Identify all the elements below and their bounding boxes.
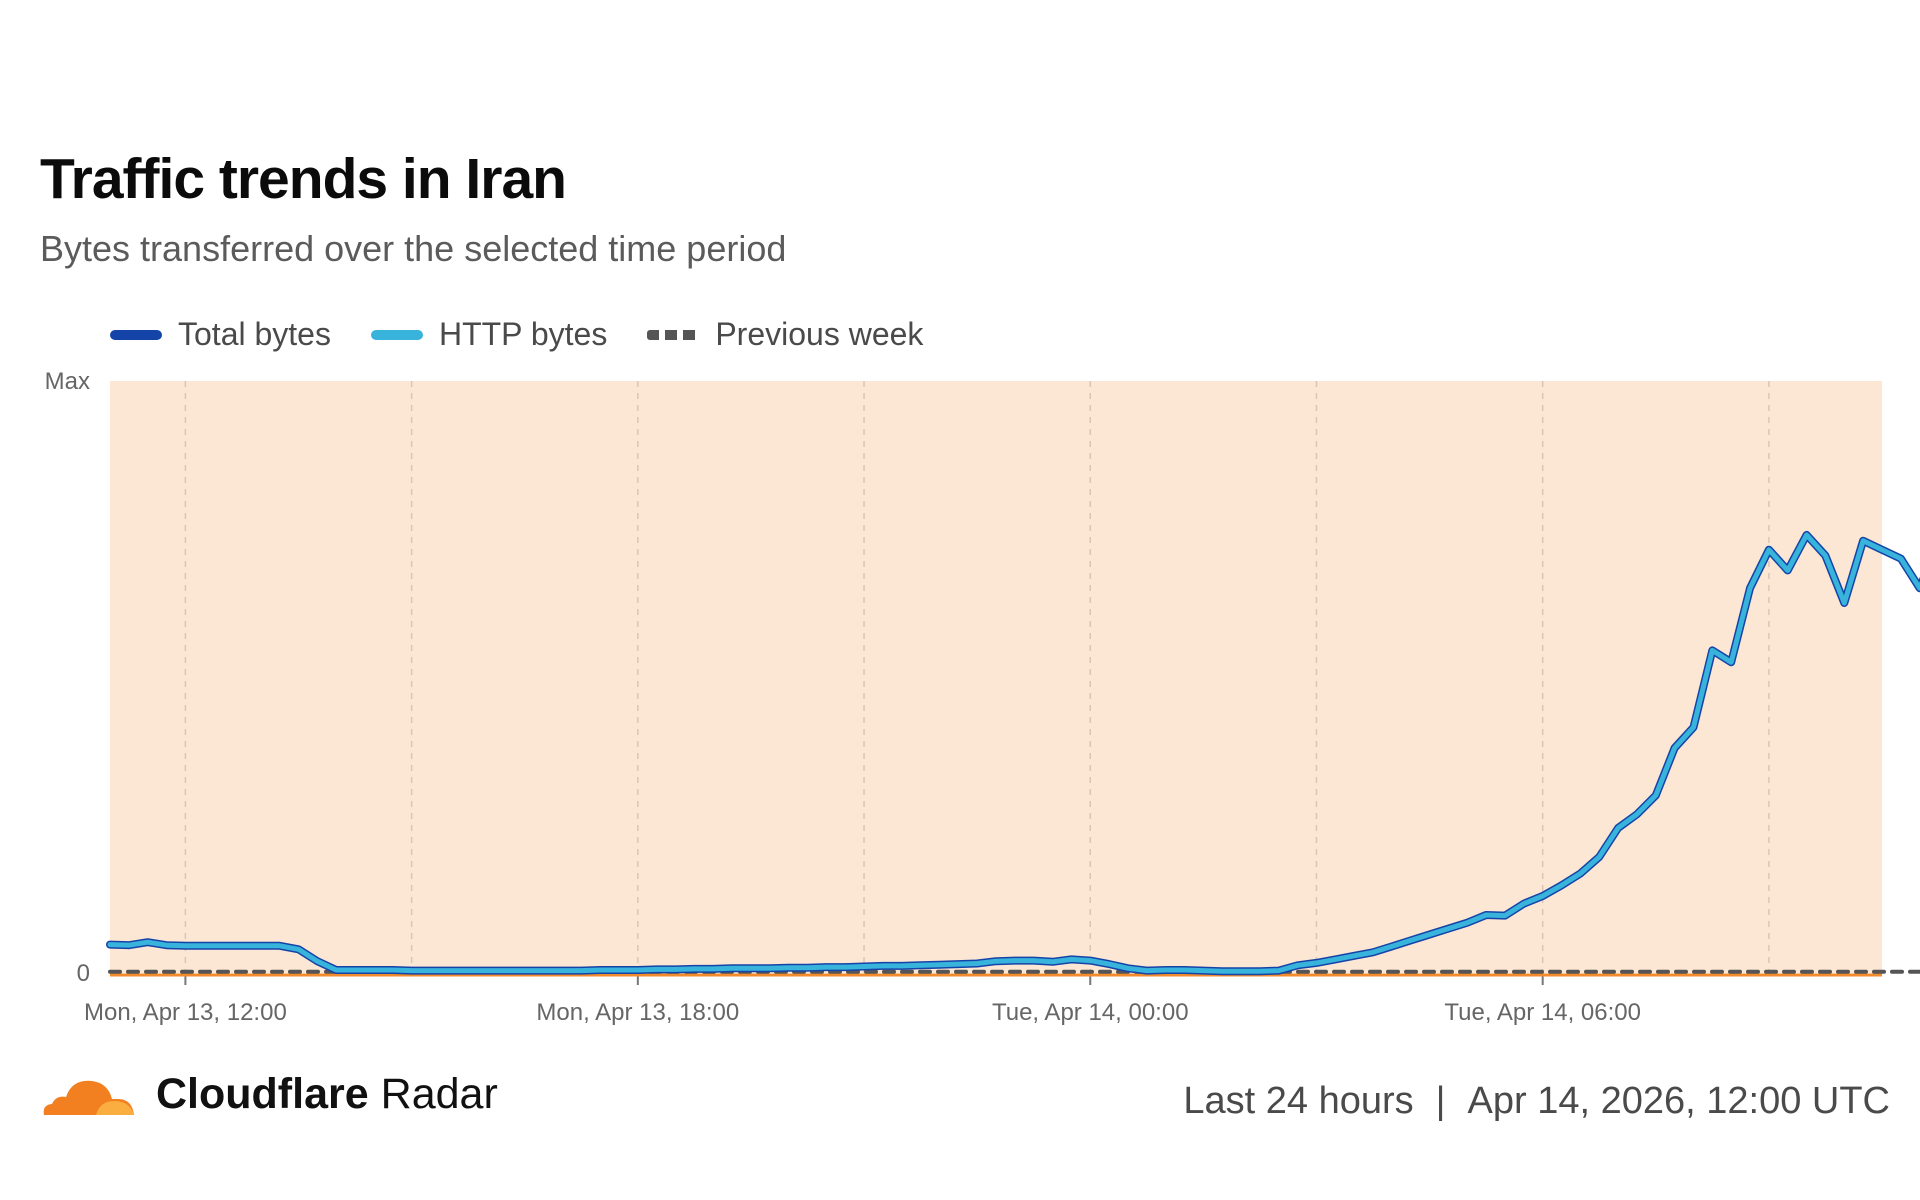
series-layer [106, 530, 1920, 977]
legend-item-total-bytes[interactable]: Total bytes [110, 316, 331, 353]
x-tick-label: Tue, Apr 14, 06:00 [1444, 999, 1641, 1026]
x-axis: Mon, Apr 13, 12:00 Mon, Apr 13, 18:00 Tue,… [84, 973, 1641, 1026]
legend-label-total-bytes: Total bytes [178, 316, 331, 352]
series-http-bytes-line [107, 532, 1920, 974]
y-axis: 0 Max [45, 368, 90, 987]
legend-swatch-previous-week [647, 329, 700, 340]
x-tick-label: Mon, Apr 13, 12:00 [84, 999, 287, 1026]
legend-item-previous-week[interactable]: Previous week [647, 316, 923, 353]
legend-swatch-total-bytes [110, 329, 162, 340]
x-tick-label: Mon, Apr 13, 18:00 [536, 999, 739, 1026]
chart-legend: Total bytes HTTP bytes Previous week [110, 316, 963, 353]
legend-label-http-bytes: HTTP bytes [438, 316, 608, 352]
brand-name: Cloudflare [156, 1070, 369, 1118]
timestamp: Apr 14, 2026, 12:00 UTC [1467, 1080, 1890, 1122]
time-period: Last 24 hours [1183, 1080, 1414, 1122]
legend-label-previous-week: Previous week [715, 316, 924, 352]
grid-lines [184, 381, 1770, 973]
y-tick-label: Max [45, 368, 90, 395]
time-range-info: Last 24 hours | Apr 14, 2026, 12:00 UTC [1183, 1080, 1890, 1123]
legend-swatch-http-bytes [370, 329, 423, 340]
x-tick-label: Tue, Apr 14, 00:00 [992, 999, 1189, 1026]
chart-subtitle: Bytes transferred over the selected time… [40, 228, 787, 269]
legend-item-http-bytes[interactable]: HTTP bytes [370, 316, 608, 353]
separator: | [1435, 1080, 1446, 1122]
plot-area [110, 381, 1882, 973]
y-tick-label: 0 [77, 960, 90, 987]
chart-title: Traffic trends in Iran [40, 147, 567, 211]
brand-footer: Cloudflare Radar [38, 1070, 498, 1119]
brand-product: Radar [380, 1070, 498, 1118]
cloudflare-logo-icon [43, 1080, 134, 1115]
